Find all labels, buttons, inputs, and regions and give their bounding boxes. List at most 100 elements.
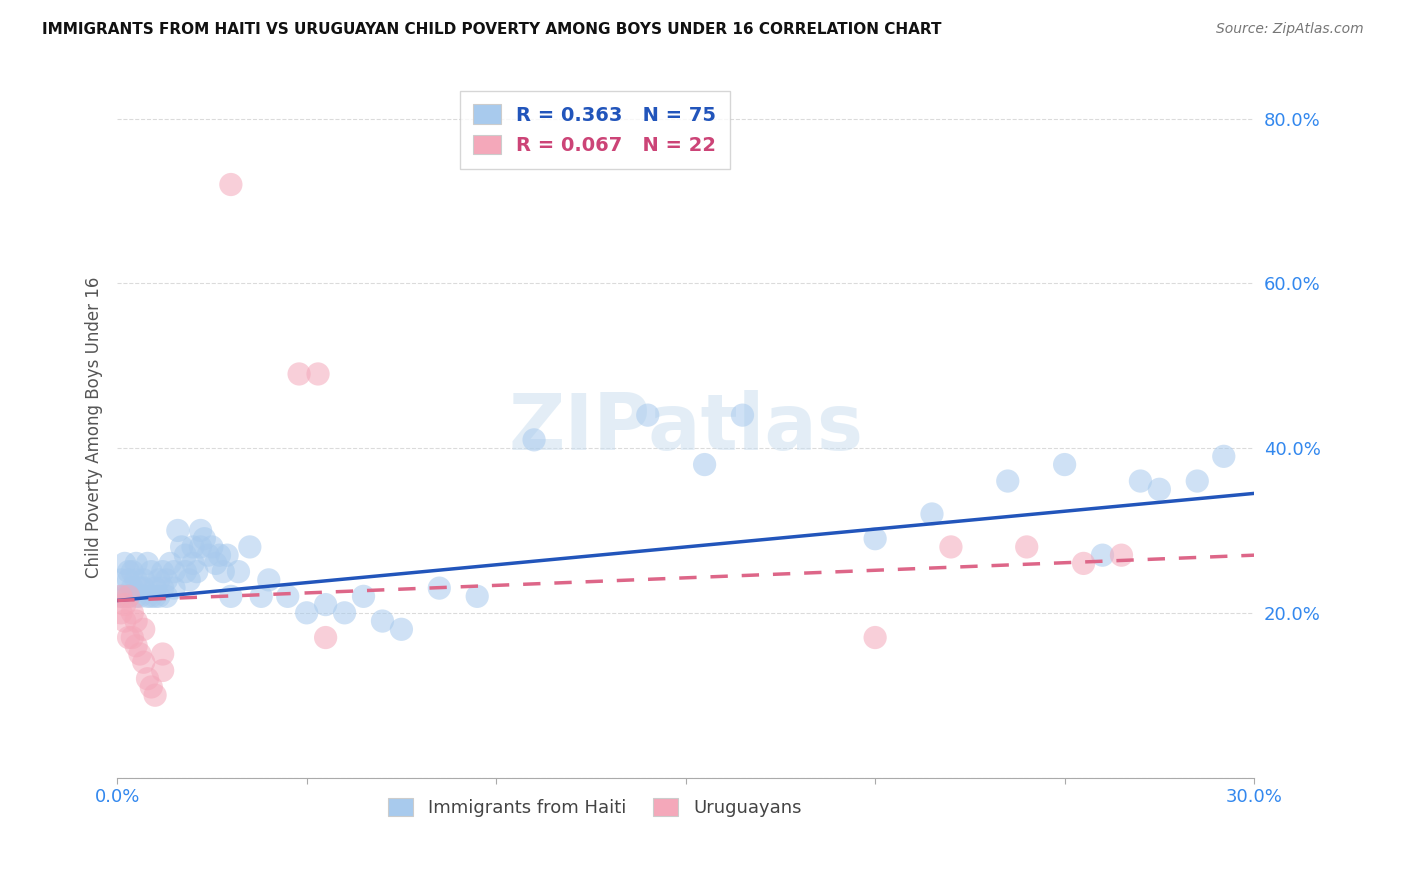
Point [997, 474, 1019, 488]
Point [190, 540, 212, 554]
Point [110, 590, 132, 604]
Point [125, 573, 148, 587]
Point [155, 590, 177, 604]
Point [371, 614, 394, 628]
Point [114, 598, 136, 612]
Point [1073, 557, 1095, 571]
Point [143, 688, 166, 702]
Point [125, 639, 148, 653]
Point [129, 647, 152, 661]
Point [114, 557, 136, 571]
Point [117, 590, 139, 604]
Point [155, 573, 177, 587]
Point [152, 647, 174, 661]
Point [174, 548, 197, 562]
Point [125, 614, 148, 628]
Point [136, 590, 159, 604]
Point [201, 540, 224, 554]
Point [141, 590, 163, 604]
Point [121, 565, 143, 579]
Point [523, 433, 546, 447]
Point [353, 590, 375, 604]
Point [731, 408, 754, 422]
Point [136, 557, 159, 571]
Point [333, 606, 356, 620]
Point [197, 548, 219, 562]
Point [465, 590, 488, 604]
Point [117, 631, 139, 645]
Point [152, 664, 174, 678]
Point [136, 672, 159, 686]
Point [315, 631, 337, 645]
Point [125, 590, 148, 604]
Y-axis label: Child Poverty Among Boys Under 16: Child Poverty Among Boys Under 16 [86, 277, 103, 578]
Point [208, 548, 231, 562]
Point [166, 524, 188, 538]
Point [181, 540, 204, 554]
Point [121, 631, 143, 645]
Point [204, 557, 226, 571]
Point [315, 598, 337, 612]
Point [125, 557, 148, 571]
Point [159, 557, 181, 571]
Point [152, 565, 174, 579]
Point [163, 581, 186, 595]
Point [110, 590, 132, 604]
Point [117, 565, 139, 579]
Point [1111, 548, 1133, 562]
Point [174, 565, 197, 579]
Point [117, 590, 139, 604]
Point [132, 622, 155, 636]
Point [1015, 540, 1038, 554]
Point [179, 573, 201, 587]
Point [288, 367, 311, 381]
Point [110, 573, 132, 587]
Point [257, 573, 280, 587]
Point [148, 573, 170, 587]
Point [212, 565, 235, 579]
Point [163, 565, 186, 579]
Point [117, 573, 139, 587]
Point [132, 573, 155, 587]
Point [1129, 474, 1152, 488]
Point [114, 590, 136, 604]
Point [939, 540, 962, 554]
Point [1091, 548, 1114, 562]
Point [141, 565, 163, 579]
Point [1053, 458, 1076, 472]
Point [132, 581, 155, 595]
Point [148, 590, 170, 604]
Text: IMMIGRANTS FROM HAITI VS URUGUAYAN CHILD POVERTY AMONG BOYS UNDER 16 CORRELATION: IMMIGRANTS FROM HAITI VS URUGUAYAN CHILD… [42, 22, 942, 37]
Point [152, 581, 174, 595]
Point [391, 622, 413, 636]
Point [250, 590, 273, 604]
Point [427, 581, 450, 595]
Point [863, 631, 886, 645]
Point [1187, 474, 1209, 488]
Point [121, 606, 143, 620]
Point [181, 557, 204, 571]
Point [110, 606, 132, 620]
Point [132, 655, 155, 669]
Point [295, 606, 318, 620]
Point [141, 680, 163, 694]
Point [217, 548, 239, 562]
Point [219, 178, 242, 192]
Point [121, 581, 143, 595]
Point [143, 590, 166, 604]
Legend: Immigrants from Haiti, Uruguayans: Immigrants from Haiti, Uruguayans [381, 790, 808, 824]
Point [277, 590, 299, 604]
Point [239, 540, 262, 554]
Point [693, 458, 716, 472]
Point [186, 565, 208, 579]
Text: ZIPatlas: ZIPatlas [508, 390, 863, 466]
Point [228, 565, 250, 579]
Point [863, 532, 886, 546]
Point [1149, 483, 1171, 497]
Point [190, 524, 212, 538]
Point [307, 367, 329, 381]
Point [129, 581, 152, 595]
Point [1212, 450, 1234, 464]
Point [219, 590, 242, 604]
Point [114, 614, 136, 628]
